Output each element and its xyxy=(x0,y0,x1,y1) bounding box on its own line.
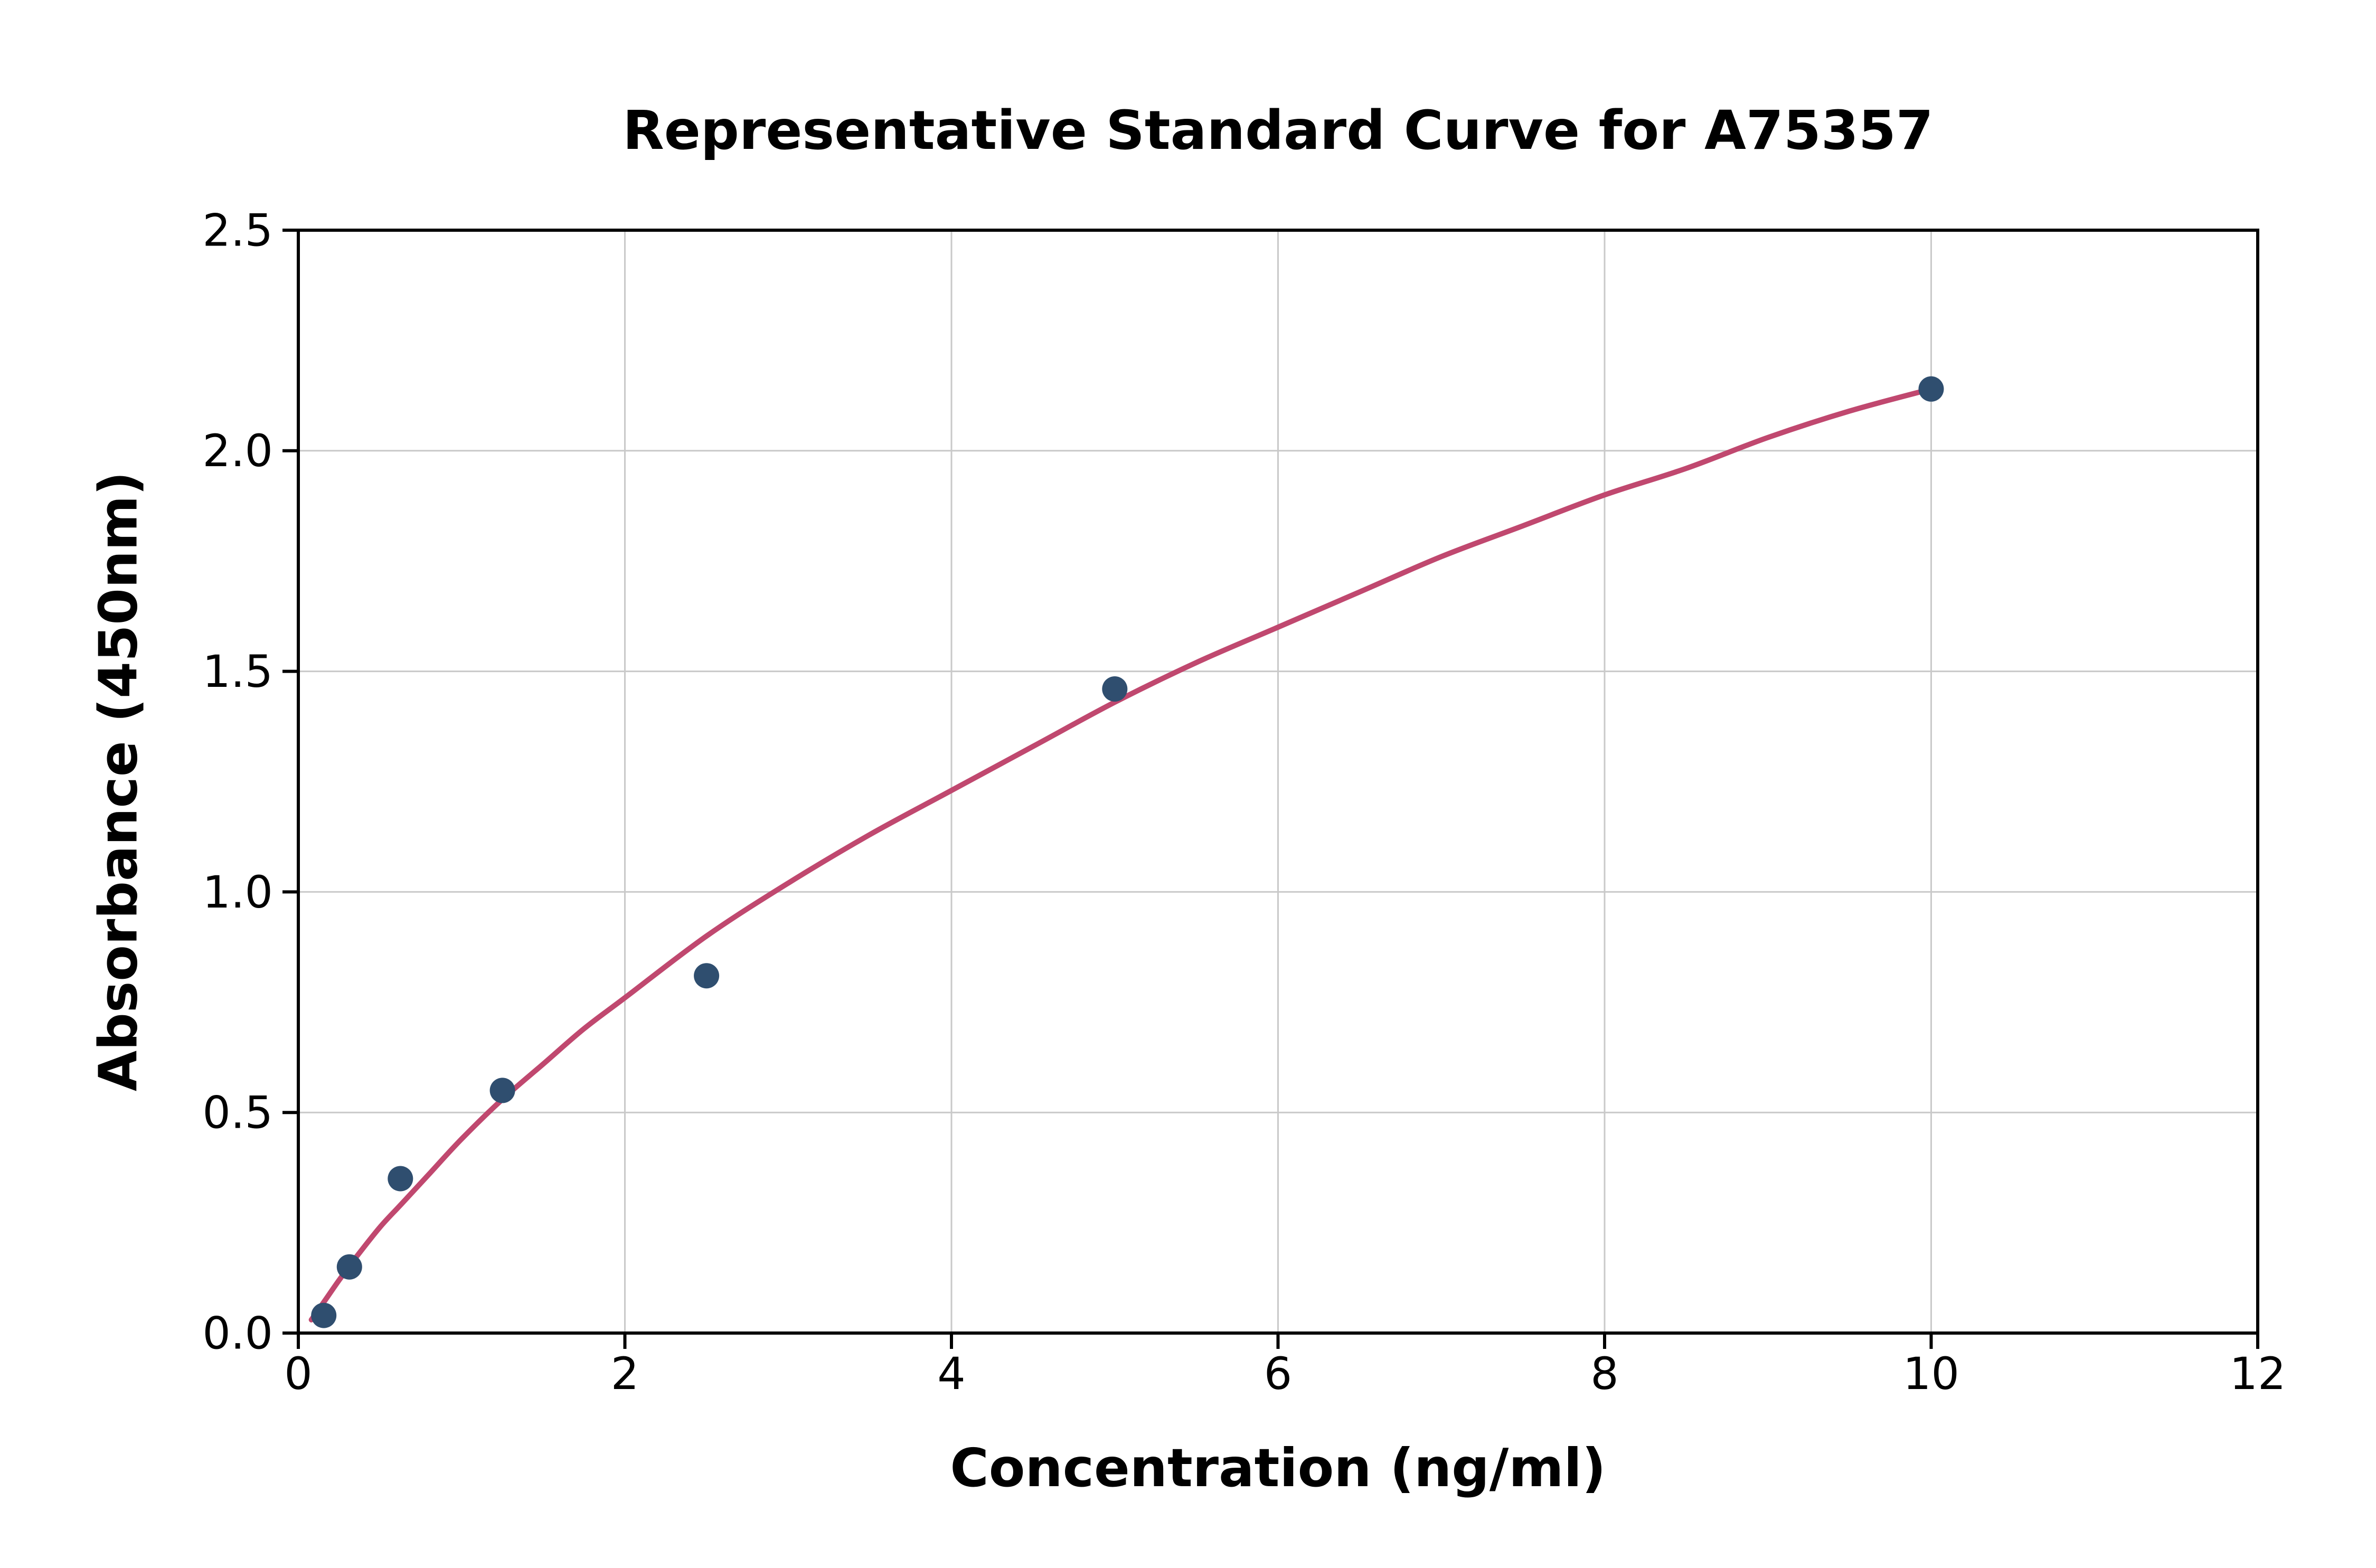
x-tick-label: 6 xyxy=(1264,1348,1292,1400)
x-tick-label: 10 xyxy=(1903,1348,1959,1400)
data-point xyxy=(388,1166,413,1192)
y-tick-label: 0.5 xyxy=(202,1087,273,1139)
chart-title: Representative Standard Curve for A75357 xyxy=(623,99,1934,162)
x-axis-label: Concentration (ng/ml) xyxy=(950,1437,1606,1499)
x-tick-label: 8 xyxy=(1590,1348,1618,1400)
y-tick-label: 1.0 xyxy=(202,866,273,918)
x-tick-label: 12 xyxy=(2230,1348,2286,1400)
data-point xyxy=(694,963,720,989)
fit-curve xyxy=(308,386,1934,1323)
x-tick-label: 2 xyxy=(611,1348,639,1400)
x-tick-label: 4 xyxy=(937,1348,965,1400)
data-point xyxy=(1918,376,1944,402)
y-tick-label: 2.0 xyxy=(202,425,273,477)
data-point xyxy=(336,1254,362,1280)
y-tick-label: 0.0 xyxy=(202,1307,273,1359)
data-point xyxy=(489,1078,515,1103)
data-point xyxy=(311,1302,337,1328)
data-point xyxy=(1102,676,1128,702)
y-tick-label: 2.5 xyxy=(202,204,273,256)
x-tick-label: 0 xyxy=(284,1348,312,1400)
y-tick-label: 1.5 xyxy=(202,646,273,697)
